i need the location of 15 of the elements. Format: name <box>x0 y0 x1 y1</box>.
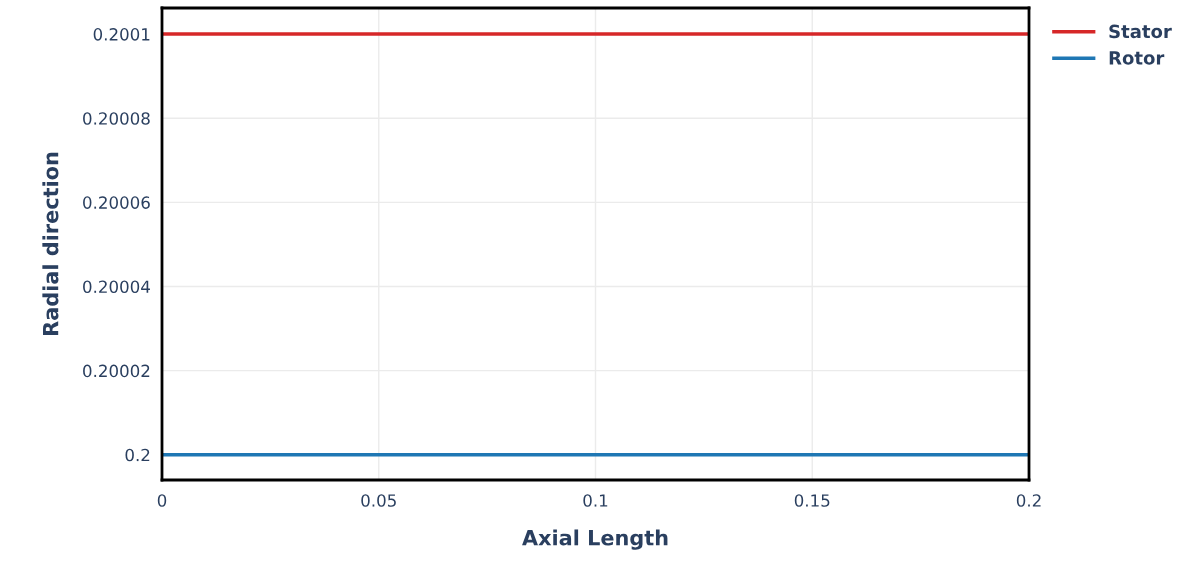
y-tick-label: 0.20004 <box>83 280 150 294</box>
y-tick-label: 0.20008 <box>83 112 150 125</box>
y-tick-label: 0.20002 <box>83 364 150 378</box>
x-tick-label: 0.1 <box>583 494 608 507</box>
legend-label: Rotor <box>1109 51 1165 65</box>
y-tick-label: 0.2001 <box>93 28 150 41</box>
x-tick-label: 0 <box>157 494 167 507</box>
x-tick-label: 0.2 <box>1016 494 1041 507</box>
legend-label: Stator <box>1109 24 1172 39</box>
x-axis-title: Axial Length <box>522 529 668 550</box>
x-tick-label: 0.05 <box>361 494 396 507</box>
x-tick-label: 0.15 <box>794 494 830 507</box>
y-axis-title: Radial direction <box>42 152 59 335</box>
y-tick-label: 0.2 <box>125 448 150 462</box>
y-tick-label: 0.20006 <box>83 196 150 209</box>
